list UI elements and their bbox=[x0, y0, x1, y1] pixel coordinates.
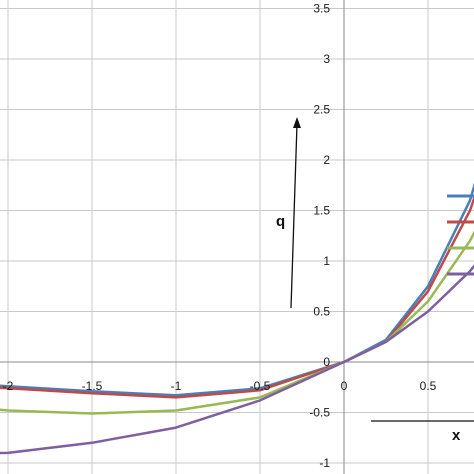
y-tick-label-2: 0 bbox=[323, 355, 330, 369]
x-tick-label-9: 0.5 bbox=[420, 379, 437, 393]
y-tick-label-1: -0.5 bbox=[309, 406, 330, 420]
series-line-4 bbox=[0, 264, 474, 455]
q-arrow-head bbox=[293, 117, 301, 128]
series-lines bbox=[0, 182, 474, 455]
x-tick-label-7: -0.5 bbox=[250, 379, 271, 393]
y-tick-label-0: -1 bbox=[319, 456, 330, 470]
y-tick-label-4: 1 bbox=[323, 254, 330, 268]
series-line-3 bbox=[0, 230, 474, 415]
series-line-1 bbox=[0, 182, 474, 397]
legend bbox=[447, 194, 474, 276]
q-arrow-shaft bbox=[290, 123, 298, 309]
y-tick-label-6: 2 bbox=[323, 153, 330, 167]
y-axis-label: q bbox=[276, 213, 285, 230]
x-tick-label-4: -2 bbox=[3, 379, 14, 393]
x-tick-label-6: -1 bbox=[171, 379, 182, 393]
y-tick-label-7: 2.5 bbox=[313, 103, 330, 117]
x-tick-label-5: -1.5 bbox=[82, 379, 103, 393]
y-tick-label-8: 3 bbox=[323, 52, 330, 66]
horizontal-gridlines bbox=[0, 8, 474, 464]
series-line-2 bbox=[0, 194, 474, 399]
x-axis-label: x bbox=[452, 427, 461, 444]
y-tick-label-9: 3.5 bbox=[313, 2, 330, 16]
y-tick-label-5: 1.5 bbox=[313, 204, 330, 218]
x-tick-label-8: 0 bbox=[341, 379, 348, 393]
annotations: q x bbox=[276, 117, 474, 444]
y-tick-label-3: 0.5 bbox=[313, 305, 330, 319]
